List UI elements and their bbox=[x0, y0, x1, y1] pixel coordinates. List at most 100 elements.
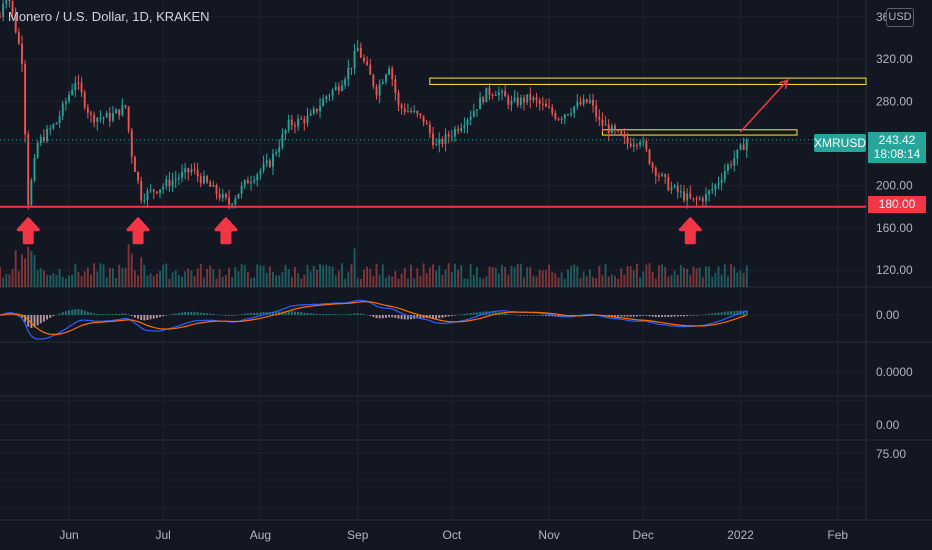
volume-bar bbox=[80, 276, 83, 287]
candle-body bbox=[331, 90, 334, 96]
volume-bar bbox=[181, 276, 183, 287]
candle-body bbox=[347, 67, 350, 80]
volume-bar bbox=[359, 278, 362, 287]
macd-histogram-bar bbox=[428, 315, 431, 319]
candle-body bbox=[708, 190, 711, 195]
macd-histogram-bar bbox=[560, 315, 563, 317]
volume-bar bbox=[447, 263, 450, 287]
candle-body bbox=[645, 141, 648, 150]
volume-bar bbox=[384, 277, 387, 287]
macd-histogram-bar bbox=[378, 315, 381, 319]
candle-body bbox=[570, 112, 572, 115]
price-axis-label: 280.00 bbox=[876, 94, 913, 108]
macd-histogram-bar bbox=[284, 311, 287, 315]
macd-histogram-bar bbox=[636, 315, 638, 317]
macd-histogram-bar bbox=[328, 314, 331, 315]
volume-bar bbox=[231, 277, 234, 287]
candle-body bbox=[466, 119, 469, 126]
candle-body bbox=[315, 108, 318, 112]
candle-body bbox=[614, 125, 616, 130]
macd-histogram-bar bbox=[162, 315, 165, 317]
candle-body bbox=[557, 118, 560, 120]
last-price-tag: 243.42 18:08:14 bbox=[868, 132, 926, 163]
candle-body bbox=[121, 105, 124, 116]
macd-histogram-bar bbox=[46, 315, 49, 320]
candle-body bbox=[152, 189, 155, 192]
volume-bar bbox=[523, 277, 525, 287]
candle-body bbox=[438, 139, 441, 145]
volume-bar bbox=[309, 271, 312, 287]
candle-body bbox=[49, 128, 52, 130]
candle-body bbox=[203, 176, 205, 184]
candle-body bbox=[727, 164, 729, 171]
candle-body bbox=[488, 87, 491, 96]
volume-bar bbox=[686, 268, 689, 287]
candle-body bbox=[262, 163, 265, 171]
macd-histogram-bar bbox=[322, 313, 325, 315]
candle-body bbox=[58, 116, 61, 123]
macd-histogram-bar bbox=[457, 314, 460, 316]
volume-bar bbox=[416, 268, 419, 287]
candle-body bbox=[86, 107, 89, 113]
macd-histogram-bar bbox=[657, 315, 660, 318]
macd-histogram-bar bbox=[733, 311, 736, 315]
candle-body bbox=[651, 163, 654, 168]
candle-body bbox=[623, 135, 626, 138]
currency-button[interactable]: USD bbox=[886, 8, 914, 27]
volume-bar bbox=[639, 277, 642, 287]
volume-bar bbox=[642, 271, 645, 287]
volume-bar bbox=[306, 265, 309, 287]
candle-body bbox=[676, 185, 679, 192]
macd-histogram-bar bbox=[422, 315, 425, 319]
macd-histogram-bar bbox=[234, 315, 237, 316]
candle-body bbox=[127, 106, 130, 131]
volume-bar bbox=[152, 275, 155, 287]
volume-bar bbox=[717, 266, 720, 287]
volume-bar bbox=[5, 273, 8, 287]
macd-histogram-bar bbox=[384, 315, 387, 318]
candle-body bbox=[507, 96, 510, 105]
candle-body bbox=[0, 16, 1, 18]
volume-bar bbox=[488, 266, 491, 287]
candle-body bbox=[149, 189, 152, 191]
volume-bar bbox=[184, 271, 187, 287]
candle-body bbox=[353, 51, 356, 68]
candle-body bbox=[642, 141, 645, 143]
price-axis-label: 200.00 bbox=[876, 179, 913, 193]
volume-bar bbox=[268, 266, 271, 287]
macd-histogram-bar bbox=[80, 309, 83, 315]
volume-bar bbox=[71, 274, 74, 287]
chart-title: Monero / U.S. Dollar, 1D, KRAKEN bbox=[8, 9, 210, 24]
candle-body bbox=[350, 67, 353, 69]
candle-body bbox=[573, 106, 576, 113]
macd-histogram-bar bbox=[300, 312, 303, 315]
macd-histogram-bar bbox=[366, 314, 369, 316]
candle-body bbox=[240, 185, 243, 194]
volume-bar bbox=[588, 269, 591, 287]
candle-body bbox=[27, 134, 30, 205]
volume-bar bbox=[337, 270, 340, 287]
volume-bar bbox=[287, 269, 290, 287]
volume-bar bbox=[105, 277, 108, 287]
macd-histogram-bar bbox=[24, 315, 27, 322]
volume-bar bbox=[651, 271, 654, 287]
candle-body bbox=[428, 124, 431, 134]
time-axis[interactable]: Jun Jul Aug Sep Oct Nov Dec 2022 Feb bbox=[59, 528, 848, 542]
macd-histogram-bar bbox=[206, 313, 209, 315]
macd-histogram-bar bbox=[623, 315, 626, 317]
volume-bar bbox=[529, 267, 532, 287]
macd-histogram-bar bbox=[576, 314, 579, 316]
candle-body bbox=[654, 167, 657, 176]
candle-body bbox=[501, 91, 503, 93]
resistance-zone bbox=[601, 129, 798, 136]
volume-bar bbox=[218, 269, 221, 287]
horizontal-levels bbox=[0, 139, 866, 208]
support-arrow-icon bbox=[678, 217, 702, 245]
volume-bar bbox=[400, 273, 403, 287]
volume-bar bbox=[68, 275, 70, 287]
candle-body bbox=[432, 133, 434, 146]
volume-bar bbox=[516, 264, 519, 287]
macd-histogram-bar bbox=[143, 315, 146, 321]
